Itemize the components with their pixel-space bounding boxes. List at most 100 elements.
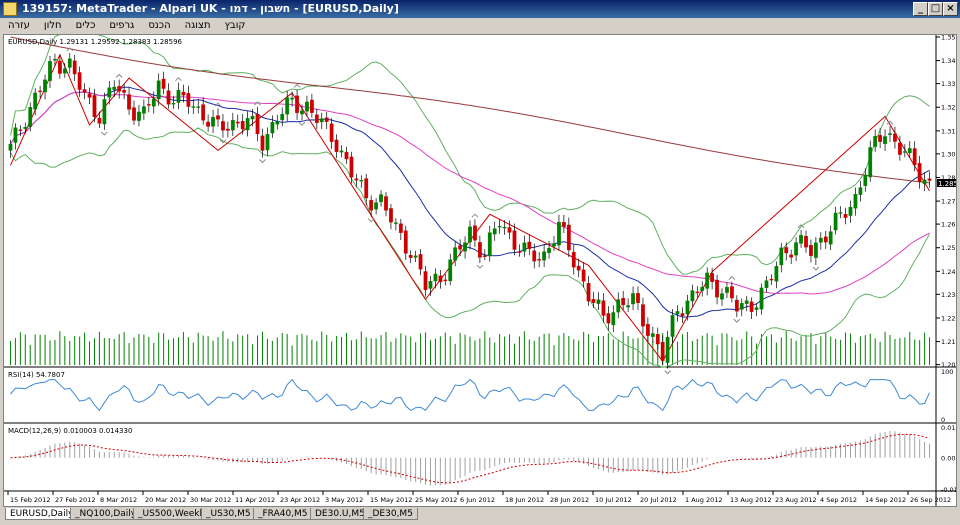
candle-body [927, 178, 932, 181]
chart-window[interactable]: 1.3553 1.3442 1.3334 1.3223 1.3112 1.3004 1.28… [3, 26, 960, 507]
candle-body [794, 242, 798, 256]
candle-body [912, 148, 917, 166]
candle-body [196, 106, 201, 108]
tab-de30u-m5[interactable]: DE30.U,M5 [310, 508, 370, 520]
macd-signal-line [10, 433, 930, 484]
candle-body [917, 163, 922, 182]
candle-body [324, 117, 329, 122]
candle-body [67, 58, 72, 68]
tab-fra40-m5[interactable]: _FRA40,M5 [253, 508, 313, 520]
candle-body [146, 104, 151, 106]
fractal-up-marker [214, 102, 222, 107]
minimize-button[interactable]: _ [913, 2, 928, 16]
bollinger-upper [10, 26, 930, 275]
price-tick-label: 1.2233 [941, 314, 956, 322]
candle-body [809, 245, 813, 256]
candle-body [581, 269, 586, 282]
menu-tools[interactable]: כלים [75, 20, 96, 31]
maximize-button[interactable]: □ [928, 2, 943, 16]
tab-us30-m5[interactable]: _US30,M5 [201, 508, 256, 520]
candle-body [265, 134, 270, 151]
close-button[interactable]: × [943, 2, 958, 16]
candle-body [828, 231, 833, 245]
menu-file[interactable]: קובץ [224, 20, 246, 31]
candle-body [245, 118, 250, 131]
candle-body [636, 293, 640, 304]
candle-body [655, 333, 660, 345]
candle-body [413, 255, 418, 258]
candle-body [818, 237, 823, 243]
candle-body [823, 236, 828, 243]
candle-body [384, 196, 388, 211]
macd-tick-label: 0.01914 [941, 424, 956, 432]
candle-body [601, 300, 606, 316]
candle-body [176, 89, 181, 103]
menu-insert[interactable]: הכנס [148, 20, 171, 31]
candle-body [48, 61, 52, 81]
candle-body [804, 236, 808, 248]
candle-body [305, 101, 309, 112]
candle-body [858, 187, 863, 195]
candle-body [58, 60, 62, 74]
candle-body [907, 148, 912, 154]
menu-charts[interactable]: גרפים [109, 20, 135, 31]
time-tick-label: 20 Mar 2012 [145, 496, 186, 504]
candle-body [132, 107, 136, 121]
candle-body [512, 230, 517, 250]
candle-body [206, 121, 210, 127]
candle-body [591, 298, 596, 303]
candle-body [863, 174, 868, 186]
fractal-down-marker [476, 264, 484, 269]
menu-view[interactable]: תצוגה [184, 20, 211, 31]
candle-body [730, 286, 734, 299]
candle-body [314, 114, 319, 123]
candle-body [408, 254, 413, 258]
candle-body [571, 251, 576, 268]
tab-de30-m5[interactable]: _DE30,M5 [363, 508, 418, 520]
price-tick-label: 1.3334 [941, 80, 956, 88]
tab-nq100-daily[interactable]: _NQ100,Daily [70, 508, 142, 520]
candle-body [260, 135, 265, 151]
candle-body [329, 123, 334, 142]
fractal-up-marker [886, 120, 894, 125]
candle-body [53, 58, 57, 61]
price-tick-label: 1.3004 [941, 150, 956, 158]
candle-body [448, 259, 453, 282]
candle-body [270, 122, 275, 134]
candle-body [715, 279, 719, 298]
candle-body [102, 99, 107, 125]
candle-body [230, 119, 235, 131]
price-tick-label: 1.2674 [941, 221, 956, 229]
time-tick-label: 28 Jun 2012 [550, 496, 589, 504]
candle-body [695, 291, 700, 294]
candle-body [374, 202, 378, 210]
candle-body [334, 139, 339, 152]
candle-body [250, 115, 255, 120]
price-tick-label: 1.2122 [941, 338, 956, 346]
candle-body [97, 117, 102, 124]
candle-body [552, 243, 556, 247]
candle-body [764, 280, 769, 288]
candle-body [151, 98, 156, 107]
time-tick-label: 3 May 2012 [325, 496, 363, 504]
candle-body [833, 212, 838, 231]
time-tick-label: 20 Jul 2012 [640, 496, 677, 504]
menu-help[interactable]: עזרה [8, 20, 30, 31]
menu-window[interactable]: חלון [43, 20, 62, 31]
price-tick-label: 1.3112 [941, 127, 956, 135]
chart-canvas[interactable]: 1.3553 1.3442 1.3334 1.3223 1.3112 1.3004 1.28… [4, 26, 960, 506]
tab-eurusd-daily[interactable]: EURUSD,Daily [5, 508, 79, 520]
fractal-down-marker [367, 218, 375, 223]
fractal-markers [66, 47, 894, 375]
candle-body [221, 121, 225, 131]
candle-body [517, 251, 522, 253]
candle-body [72, 60, 77, 75]
candlesticks [8, 52, 932, 369]
candle-body [112, 86, 117, 90]
candle-body [739, 303, 744, 310]
candle-body [28, 107, 33, 127]
candle-body [646, 324, 650, 336]
candle-body [156, 80, 161, 100]
candle-body [873, 136, 878, 147]
time-tick-label: 30 Mar 2012 [190, 496, 231, 504]
